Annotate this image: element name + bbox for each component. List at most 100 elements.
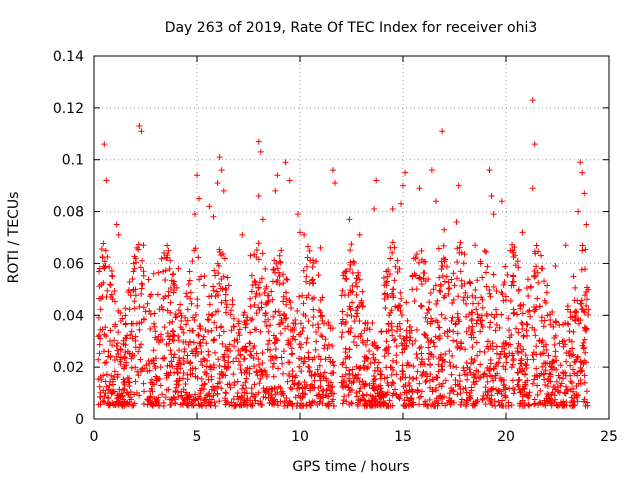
- data-point: [545, 352, 552, 359]
- data-point: [582, 349, 589, 356]
- data-point: [225, 282, 232, 289]
- data-point: [498, 390, 505, 397]
- data-point: [414, 355, 421, 362]
- data-point: [442, 402, 449, 409]
- data-point: [384, 273, 391, 280]
- data-point: [221, 363, 228, 370]
- data-point: [562, 242, 569, 249]
- data-point: [543, 341, 550, 348]
- data-point: [304, 243, 311, 250]
- data-point: [189, 370, 196, 377]
- data-point: [100, 397, 107, 404]
- data-point: [101, 360, 108, 367]
- data-point: [177, 310, 184, 317]
- data-point: [491, 398, 498, 405]
- data-point: [407, 334, 414, 341]
- data-point: [453, 364, 460, 371]
- data-point: [150, 270, 157, 277]
- data-point: [582, 402, 589, 409]
- data-point: [178, 312, 185, 319]
- data-point: [352, 372, 359, 379]
- data-point: [314, 366, 321, 373]
- data-point: [510, 356, 517, 363]
- data-point: [96, 341, 103, 348]
- data-point: [433, 387, 440, 394]
- data-point: [330, 403, 337, 410]
- data-point: [400, 371, 407, 378]
- data-point: [157, 337, 164, 344]
- data-point: [372, 402, 379, 409]
- data-point: [131, 298, 138, 305]
- data-point: [172, 389, 179, 396]
- data-point: [192, 391, 199, 398]
- data-point: [158, 331, 165, 338]
- data-point: [435, 361, 442, 368]
- y-tick-label: 0.06: [53, 256, 84, 272]
- data-point: [340, 359, 347, 366]
- data-point: [221, 357, 228, 364]
- data-point: [369, 393, 376, 400]
- data-point: [202, 327, 209, 334]
- data-point: [581, 190, 588, 197]
- data-point: [527, 283, 534, 290]
- data-point: [389, 290, 396, 297]
- data-point: [370, 354, 377, 361]
- data-point: [498, 311, 505, 318]
- data-point: [570, 351, 577, 358]
- data-point: [497, 351, 504, 358]
- data-point: [140, 380, 147, 387]
- data-point: [125, 287, 132, 294]
- data-point: [234, 378, 241, 385]
- data-point: [329, 325, 336, 332]
- data-point: [366, 326, 373, 333]
- data-point: [584, 388, 591, 395]
- data-point: [105, 387, 112, 394]
- data-point: [258, 304, 265, 311]
- data-point: [329, 167, 336, 174]
- data-point: [470, 379, 477, 386]
- data-point: [309, 399, 316, 406]
- data-point: [251, 301, 258, 308]
- data-point: [259, 371, 266, 378]
- data-point: [302, 391, 309, 398]
- data-point: [475, 368, 482, 375]
- data-point: [290, 381, 297, 388]
- data-point: [185, 402, 192, 409]
- data-point: [310, 314, 317, 321]
- data-point: [270, 313, 277, 320]
- data-point: [467, 369, 474, 376]
- data-point: [170, 354, 177, 361]
- data-point: [399, 349, 406, 356]
- data-point: [469, 343, 476, 350]
- data-point: [275, 308, 282, 315]
- data-point: [466, 311, 473, 318]
- data-point: [231, 379, 238, 386]
- data-point: [343, 382, 350, 389]
- data-point: [524, 321, 531, 328]
- data-point: [535, 279, 542, 286]
- data-point: [166, 319, 173, 326]
- data-point: [496, 324, 503, 331]
- data-point: [115, 391, 122, 398]
- data-point: [259, 349, 266, 356]
- data-point: [418, 388, 425, 395]
- data-point: [396, 265, 403, 272]
- data-point: [570, 273, 577, 280]
- data-point: [283, 394, 290, 401]
- data-point: [133, 389, 140, 396]
- data-point: [224, 274, 231, 281]
- data-point: [283, 301, 290, 308]
- data-point: [374, 364, 381, 371]
- data-point: [388, 364, 395, 371]
- data-point: [427, 338, 434, 345]
- data-point: [466, 279, 473, 286]
- data-point: [300, 360, 307, 367]
- data-point: [103, 293, 110, 300]
- data-point: [529, 324, 536, 331]
- data-point: [339, 316, 346, 323]
- data-point: [132, 292, 139, 299]
- data-point: [319, 313, 326, 320]
- data-point: [538, 314, 545, 321]
- data-point: [211, 319, 218, 326]
- data-point: [179, 375, 186, 382]
